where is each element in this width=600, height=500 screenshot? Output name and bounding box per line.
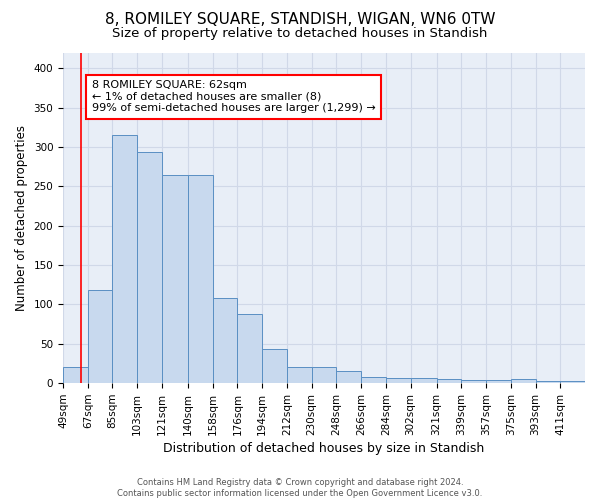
Bar <box>337 372 361 383</box>
Bar <box>88 290 112 383</box>
Bar <box>112 135 137 383</box>
Text: Size of property relative to detached houses in Standish: Size of property relative to detached ho… <box>112 28 488 40</box>
Text: 8 ROMILEY SQUARE: 62sqm
← 1% of detached houses are smaller (8)
99% of semi-deta: 8 ROMILEY SQUARE: 62sqm ← 1% of detached… <box>92 80 376 114</box>
Bar <box>511 380 536 383</box>
Bar <box>238 314 262 383</box>
Bar <box>162 174 188 383</box>
Bar <box>486 380 511 383</box>
Bar <box>461 380 486 383</box>
Bar <box>437 380 461 383</box>
Bar <box>536 381 560 383</box>
Bar <box>137 152 162 383</box>
Y-axis label: Number of detached properties: Number of detached properties <box>15 125 28 311</box>
X-axis label: Distribution of detached houses by size in Standish: Distribution of detached houses by size … <box>163 442 485 455</box>
Bar <box>560 381 585 383</box>
Bar <box>262 348 287 383</box>
Text: 8, ROMILEY SQUARE, STANDISH, WIGAN, WN6 0TW: 8, ROMILEY SQUARE, STANDISH, WIGAN, WN6 … <box>105 12 495 28</box>
Bar <box>410 378 437 383</box>
Bar <box>287 366 311 383</box>
Text: Contains HM Land Registry data © Crown copyright and database right 2024.
Contai: Contains HM Land Registry data © Crown c… <box>118 478 482 498</box>
Bar <box>188 174 213 383</box>
Bar <box>63 368 88 383</box>
Bar <box>361 377 386 383</box>
Bar <box>311 368 337 383</box>
Bar <box>213 298 238 383</box>
Bar <box>386 378 410 383</box>
